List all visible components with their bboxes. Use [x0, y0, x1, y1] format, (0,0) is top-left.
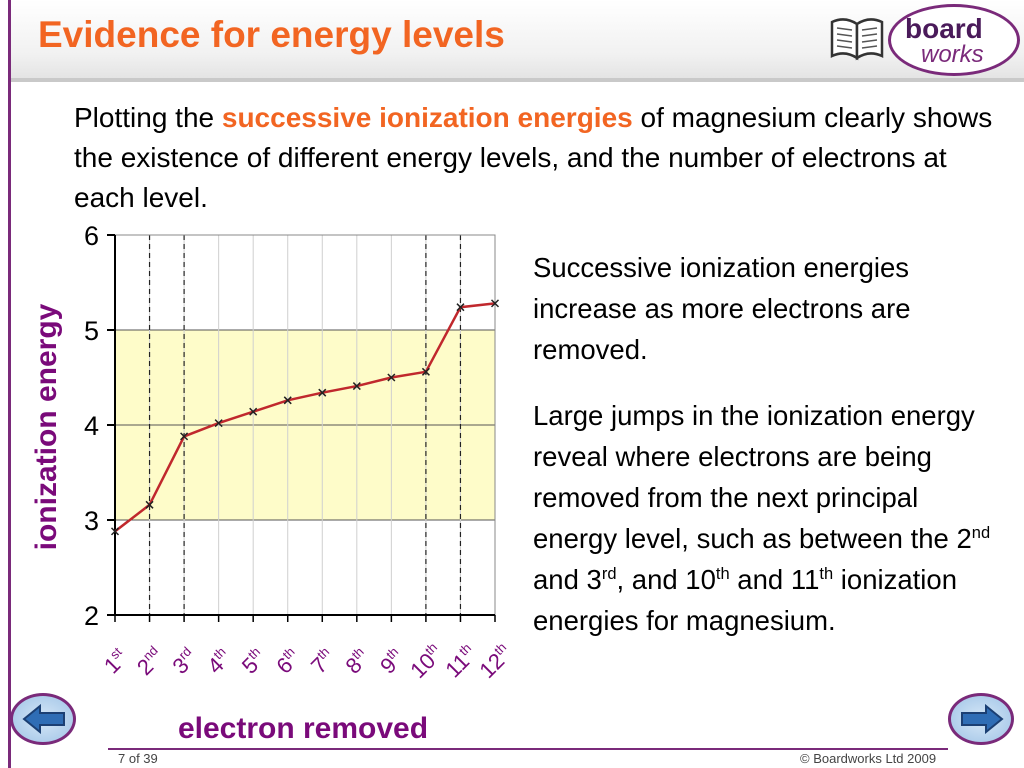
side2-text-b: and 3: [533, 564, 602, 595]
x-tick-label: 8th: [340, 644, 375, 679]
side-paragraph-1: Successive ionization energies increase …: [533, 252, 911, 365]
x-tick-label: 9th: [374, 644, 409, 679]
data-point: [318, 388, 327, 397]
data-point: [283, 396, 292, 405]
intro-highlight: successive ionization energies: [221, 102, 633, 133]
data-point: [387, 373, 396, 382]
x-tick-label: 6th: [271, 644, 306, 679]
intro-paragraph: Plotting the successive ionization energ…: [74, 98, 994, 218]
data-point: [145, 500, 154, 509]
data-point: [456, 303, 465, 312]
y-tick-label: 6: [84, 221, 99, 251]
arrow-left-icon: [22, 704, 65, 734]
data-point: [180, 432, 189, 441]
side2-text-e: ionization energies for magnesium.: [533, 564, 957, 636]
boardworks-logo: board works: [888, 4, 1020, 76]
previous-slide-button[interactable]: [10, 693, 76, 745]
x-tick-label: 3rd: [167, 644, 202, 679]
data-point: [490, 299, 500, 308]
x-tick-label: 11th: [440, 640, 482, 682]
y-tick-label: 2: [84, 601, 99, 631]
left-frame-rule: [8, 0, 11, 768]
copyright: © Boardworks Ltd 2009: [800, 751, 937, 766]
side-paragraph-2: Large jumps in the ionization energy rev…: [533, 395, 1003, 641]
y-tick-label: 4: [84, 411, 99, 441]
data-point: [110, 527, 120, 536]
side2-text-c: , and 10: [616, 564, 716, 595]
data-point: [214, 419, 223, 428]
x-tick-label: 5th: [236, 644, 271, 679]
page-number: 7 of 39: [118, 751, 158, 766]
y-tick-label: 3: [84, 506, 99, 536]
book-icon: [830, 18, 884, 61]
x-tick-label: 1st: [98, 644, 132, 678]
footer-rule: [108, 748, 948, 750]
page-title: Evidence for energy levels: [38, 14, 505, 55]
logo-word-board: board: [905, 13, 983, 44]
side2-text-d: and 11: [729, 564, 820, 595]
side2-sup-2: rd: [601, 564, 617, 583]
intro-text-end: of magnesium clearly shows the existence…: [74, 102, 993, 213]
data-point: [352, 382, 361, 391]
x-tick-label: 2nd: [131, 643, 168, 680]
next-slide-button[interactable]: [948, 693, 1014, 745]
side2-sup-4: th: [819, 564, 834, 583]
data-point: [249, 407, 258, 416]
title-underline: [11, 78, 1024, 82]
arrow-right-icon: [961, 704, 1004, 734]
logo-word-works: works: [921, 41, 984, 68]
y-tick-label: 5: [84, 316, 99, 346]
side2-text-a: Large jumps in the ionization energy rev…: [533, 400, 975, 554]
side2-sup-3: th: [715, 564, 730, 583]
x-tick-label: 10th: [405, 640, 448, 683]
y-axis-title: ionization energy: [30, 303, 63, 551]
series-line: [114, 302, 496, 533]
intro-text-start: Plotting the: [74, 102, 222, 133]
x-axis-title: electron removed: [177, 712, 429, 745]
data-point: [421, 367, 430, 376]
x-tick-label: 12th: [474, 640, 517, 683]
x-tick-label: 7th: [305, 644, 340, 679]
x-tick-label: 4th: [202, 644, 237, 679]
side2-sup-1: nd: [971, 523, 991, 542]
